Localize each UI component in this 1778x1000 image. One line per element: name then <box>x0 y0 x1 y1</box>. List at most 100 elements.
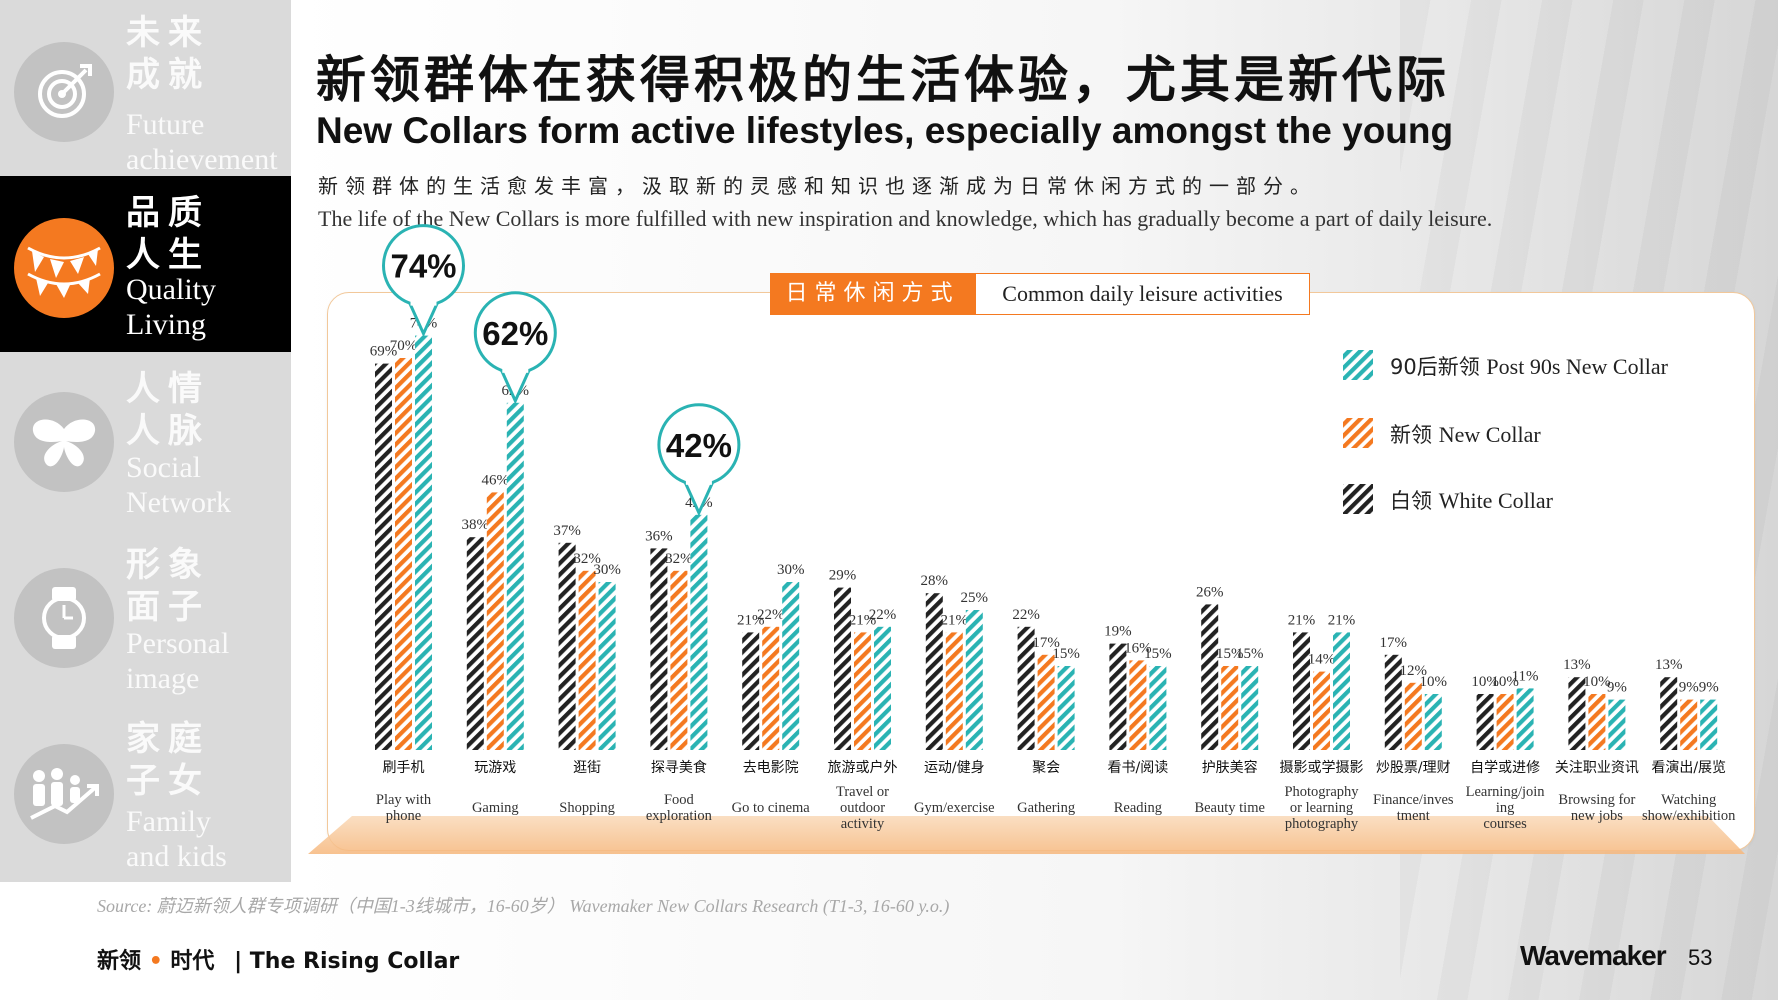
family-icon <box>14 744 114 844</box>
data-label: 17% <box>1032 635 1060 651</box>
data-label: 15% <box>1052 646 1080 662</box>
bar-new-collar <box>762 626 780 750</box>
data-label: 26% <box>1196 584 1224 600</box>
category-label-line: Gym/exercise <box>914 800 995 816</box>
page-title-en: New Collars form active lifestyles, espe… <box>316 110 1454 151</box>
butterfly-icon <box>14 392 114 492</box>
data-label: 14% <box>1308 652 1336 668</box>
bar-new-collar <box>945 632 963 750</box>
sidebar-item-image[interactable]: 形象面子 Personal image <box>0 528 291 704</box>
callout-joint <box>502 364 529 373</box>
legend-en: New Collar <box>1439 422 1542 447</box>
sidebar-item-family[interactable]: 家庭子女 Family and kids <box>0 704 291 880</box>
data-label: 46% <box>482 472 510 488</box>
category-label-en: Learning/join ing courses <box>1466 784 1546 832</box>
bar-post90 <box>1333 632 1350 750</box>
bar-white-collar <box>1017 626 1035 750</box>
legend-en: Post 90s New Collar <box>1486 354 1668 379</box>
sidebar-item-quality[interactable]: 品质人生 Quality Living <box>0 176 291 352</box>
category-label-zh: 看演出/展览 <box>1651 760 1726 776</box>
data-label: 10% <box>1491 674 1519 690</box>
sidebar-item-social[interactable]: 人情人脉 Social Network <box>0 352 291 528</box>
category-label-zh: 摄影或学摄影 <box>1280 760 1364 776</box>
callout-pointer <box>499 369 531 405</box>
bar-post90 <box>690 514 708 750</box>
target-icon <box>14 42 114 142</box>
category-label-zh: 去电影院 <box>743 760 799 776</box>
chart-floor <box>308 816 1745 854</box>
category-label-line: Browsing for <box>1558 792 1635 808</box>
watch-icon <box>14 568 114 668</box>
category-label-zh: 看书/阅读 <box>1108 759 1169 776</box>
bar-new-collar <box>1404 682 1422 750</box>
category-label-line: show/exhibition <box>1642 808 1736 824</box>
data-label: 22% <box>1012 607 1040 623</box>
sidebar-item-future[interactable]: 未来成就 Future achievement <box>0 0 291 176</box>
legend-swatch <box>1343 350 1373 380</box>
data-label: 25% <box>961 590 989 606</box>
bar-post90 <box>965 610 983 750</box>
category-label-zh: 逛街 <box>573 760 601 776</box>
data-label: 38% <box>462 517 490 533</box>
data-label: 21% <box>1288 612 1316 628</box>
bar-new-collar <box>1221 666 1239 750</box>
category-label-en: Go to cinema <box>732 800 811 816</box>
category-label-zh: 关注职业资讯 <box>1555 760 1639 776</box>
category-label-en: Shopping <box>559 800 615 816</box>
bar-post90 <box>415 335 432 750</box>
data-label: 13% <box>1563 657 1591 673</box>
bar-post90 <box>874 626 891 750</box>
data-label: 30% <box>593 562 621 578</box>
category-label-en: Play with phone <box>376 792 432 824</box>
data-label: 32% <box>573 551 601 567</box>
category-label-en: Finance/inves tment <box>1373 792 1454 824</box>
page-number: 53 <box>1688 945 1713 970</box>
category-label-en: Gym/exercise <box>914 800 995 816</box>
bar-new-collar <box>1496 694 1514 750</box>
data-label: 36% <box>645 528 673 544</box>
data-label: 21% <box>849 612 877 628</box>
bar-new-collar <box>670 570 688 750</box>
data-label: 19% <box>1104 624 1132 640</box>
category-label-line: Beauty time <box>1194 800 1264 816</box>
data-label: 15% <box>1236 646 1264 662</box>
category-label-zh: 玩游戏 <box>474 760 516 776</box>
category-label-line: Photography <box>1284 784 1359 800</box>
category-label-zh: 运动/健身 <box>924 760 985 776</box>
bar-post90 <box>1608 699 1626 750</box>
category-label-en: Food exploration <box>646 792 713 824</box>
wavemaker-logo: Wavemaker <box>1520 940 1667 971</box>
bar-new-collar <box>1037 654 1055 750</box>
source-note: Source: 蔚迈新领人群专项调研（中国1-3线城市，16-60岁） Wave… <box>97 896 950 916</box>
bar-post90 <box>506 402 524 750</box>
category-label-en: Gaming <box>472 800 519 816</box>
category-label-en: Browsing for new jobs <box>1558 792 1635 824</box>
category-label-en: Reading <box>1114 800 1162 816</box>
category-label-line: outdoor <box>840 800 885 816</box>
bar-new-collar <box>1588 694 1606 750</box>
footer-brand-a: 新领 <box>97 949 142 974</box>
subtitle-zh: 新领群体的生活愈发丰富，汲取新的灵感和知识也逐渐成为日常休闲方式的一部分。 <box>318 174 1317 198</box>
data-label: 21% <box>1328 612 1356 628</box>
sidebar-zh: 人情人脉 <box>126 369 210 451</box>
bar-white-collar <box>558 542 576 750</box>
category-label-line: or learning <box>1290 800 1353 816</box>
category-label-en: Photography or learning photography <box>1284 784 1359 832</box>
data-label: 13% <box>1655 657 1683 673</box>
callout-label: 74% <box>390 248 456 285</box>
category-label-line: Finance/inves <box>1373 792 1454 808</box>
bar-post90 <box>1424 694 1442 750</box>
data-label: 28% <box>921 573 949 589</box>
bar-post90 <box>598 582 616 750</box>
category-label-zh: 自学或进修 <box>1470 760 1540 776</box>
bar-post90 <box>1700 699 1718 750</box>
category-label-en: Beauty time <box>1194 800 1264 816</box>
legend-label: 90后新领 Post 90s New Collar <box>1390 354 1669 379</box>
category-label-zh: 刷手机 <box>383 760 425 776</box>
footer-left: 新领 • 时代 | The Rising Collar <box>97 943 459 975</box>
bar-new-collar <box>854 632 871 750</box>
category-label-line: exploration <box>646 808 713 824</box>
callout-pointer <box>683 481 715 517</box>
category-label-line: Gaming <box>472 800 519 816</box>
